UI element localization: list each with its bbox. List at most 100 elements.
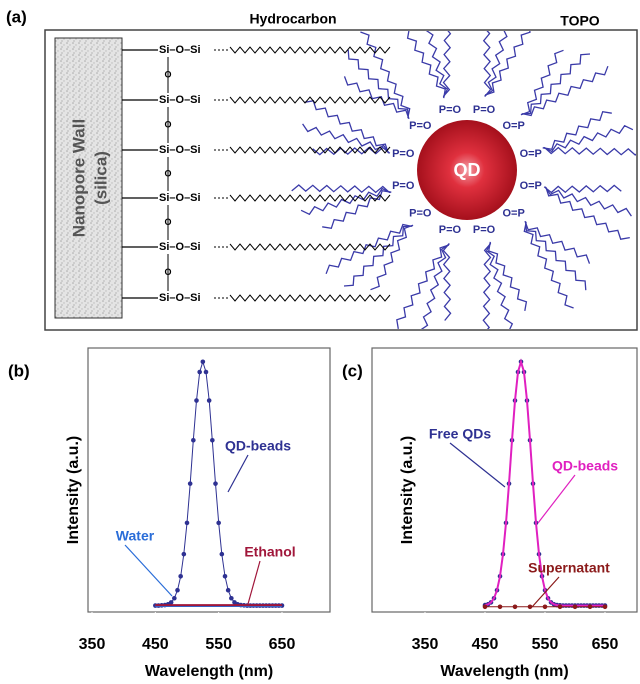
annotation-arrow bbox=[449, 442, 506, 488]
series-label: QD-beads bbox=[225, 438, 291, 454]
x-tick-label: 550 bbox=[205, 636, 232, 653]
annotation-arrow bbox=[227, 454, 249, 493]
bridge-label: O bbox=[164, 168, 171, 178]
ligand-chain bbox=[360, 31, 411, 118]
ligand-label: P=O bbox=[473, 224, 496, 236]
ligand-chain bbox=[523, 222, 574, 309]
x-tick-label: 350 bbox=[79, 636, 106, 653]
quantum-dot bbox=[417, 120, 517, 220]
ligand-chain bbox=[322, 189, 392, 230]
ligand-label: P=O bbox=[439, 224, 462, 236]
ligands bbox=[291, 31, 636, 329]
ligand-chain bbox=[442, 31, 452, 97]
ligand-chain bbox=[543, 184, 622, 194]
ligand-chain bbox=[325, 223, 413, 275]
panel-label: (b) bbox=[8, 361, 30, 380]
bridge-label: O bbox=[164, 69, 171, 79]
data-point bbox=[527, 604, 533, 610]
nanopore-wall bbox=[54, 37, 123, 319]
hydrocarbon-chain bbox=[229, 194, 391, 202]
series-line bbox=[155, 360, 282, 607]
data-point bbox=[602, 604, 608, 610]
hydrocarbon-chain bbox=[229, 294, 391, 302]
ligand-chain bbox=[442, 242, 452, 321]
data-point bbox=[557, 604, 563, 610]
ligand-chain bbox=[347, 49, 409, 119]
ligand-chain bbox=[370, 224, 414, 291]
ligand-chain bbox=[487, 241, 528, 312]
data-point bbox=[184, 520, 190, 526]
hydrocarbon-chain bbox=[229, 46, 391, 54]
ligand-chain bbox=[545, 186, 630, 240]
silane-label: Si–O–Si bbox=[159, 94, 201, 106]
data-point bbox=[542, 604, 548, 610]
ligand-chain bbox=[484, 31, 531, 96]
silane-label: Si–O–Si bbox=[159, 241, 201, 253]
data-point bbox=[219, 551, 225, 557]
data-point bbox=[222, 574, 228, 579]
data-point bbox=[194, 398, 199, 403]
bridge-label: O bbox=[164, 267, 171, 277]
annotation-arrow bbox=[247, 560, 261, 605]
wall-label: (silica) bbox=[91, 151, 110, 205]
ligand-label: P=O bbox=[392, 148, 415, 160]
hydrocarbon-chain bbox=[229, 243, 391, 251]
data-point bbox=[210, 437, 215, 443]
silane-label: Si–O–Si bbox=[159, 144, 201, 156]
silane-label: Si–O–Si bbox=[159, 44, 201, 56]
ligand-label: O=P bbox=[503, 120, 525, 132]
ligand-label: P=O bbox=[392, 180, 415, 192]
x-tick-label: 450 bbox=[472, 636, 499, 653]
ligand-chain bbox=[343, 76, 410, 120]
panel-label: (c) bbox=[342, 361, 363, 380]
plot-frame bbox=[371, 347, 638, 613]
x-tick-label: 550 bbox=[532, 636, 559, 653]
series-label: Free QDs bbox=[429, 426, 491, 442]
data-point bbox=[229, 595, 234, 601]
ligand-label: O=P bbox=[503, 208, 525, 220]
ligand-chain bbox=[484, 31, 508, 97]
ligand-chain bbox=[520, 49, 564, 116]
hydrocarbon-chain bbox=[229, 146, 391, 154]
qd-label: QD bbox=[454, 160, 481, 180]
ligand-label: P=O bbox=[409, 208, 432, 220]
data-point bbox=[197, 369, 202, 375]
data-point bbox=[225, 587, 231, 593]
panel-label: (a) bbox=[6, 7, 27, 26]
ligand-chain bbox=[543, 124, 634, 153]
data-point bbox=[181, 551, 187, 557]
wall-label: Nanopore Wall bbox=[69, 119, 88, 237]
series-line bbox=[484, 358, 605, 607]
x-tick-label: 350 bbox=[412, 636, 439, 653]
ligand-chain bbox=[343, 225, 413, 287]
data-point bbox=[572, 604, 578, 610]
x-axis-label: Wavelength (nm) bbox=[440, 663, 568, 680]
data-point bbox=[191, 437, 196, 443]
x-tick-label: 650 bbox=[269, 636, 296, 653]
ligand-chain bbox=[482, 243, 492, 329]
ligand-chain bbox=[425, 31, 449, 98]
ligand-chain bbox=[485, 242, 514, 329]
ligand-chain bbox=[300, 187, 391, 216]
y-axis-label: Intensity (a.u.) bbox=[65, 436, 82, 544]
ligand-chain bbox=[542, 110, 612, 151]
chains: Si–O–Si Si–O–Si Si–O–Si Si–O–Si Si–O–Si Si–O–… bbox=[122, 44, 391, 304]
annotation-arrow bbox=[124, 544, 173, 597]
series-label: QD-beads bbox=[552, 458, 618, 474]
ligand-chain bbox=[482, 31, 492, 98]
series-label: Ethanol bbox=[244, 544, 295, 560]
series-label: Supernatant bbox=[528, 560, 610, 576]
data-point bbox=[213, 481, 218, 486]
ligand-chain bbox=[406, 31, 447, 99]
x-axis-label: Wavelength (nm) bbox=[145, 663, 273, 680]
data-point bbox=[200, 359, 206, 365]
silane-label: Si–O–Si bbox=[159, 292, 201, 304]
plot-frame bbox=[87, 347, 331, 613]
panel-a-frame bbox=[44, 29, 638, 331]
data-point bbox=[206, 398, 212, 403]
ligand-chain bbox=[524, 220, 591, 264]
hydrocarbon-chain bbox=[229, 96, 391, 104]
data-point bbox=[587, 604, 593, 610]
